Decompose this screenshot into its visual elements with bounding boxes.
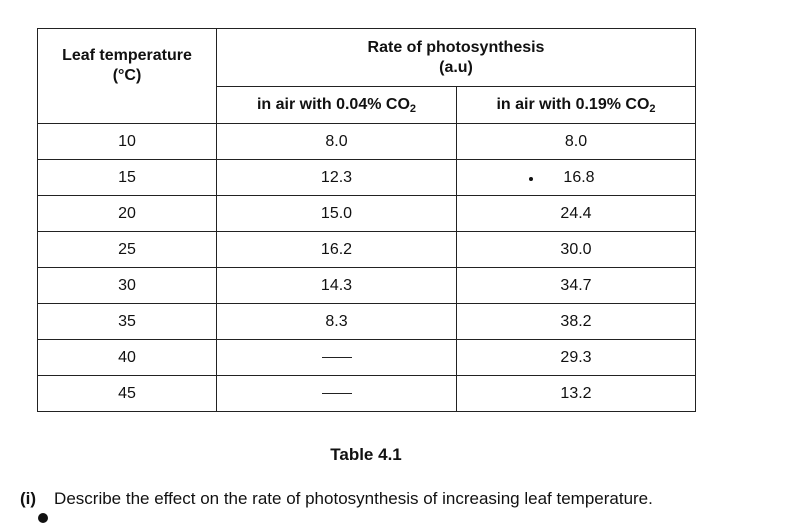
question-i: (i) Describe the effect on the rate of ph… [20,489,653,509]
temperature-cell: 25 [37,231,217,268]
temperature-cell: 15 [37,159,217,196]
question-number: (i) [20,489,37,508]
rate-high-co2-cell: 29.3 [456,339,696,376]
rate-header: Rate of photosynthesis (a.u) [216,28,696,87]
temperature-cell: 30 [37,267,217,304]
question-text: Describe the effect on the rate of photo… [54,489,653,508]
co2-low-header: in air with 0.04% CO2 [216,86,457,124]
leaf-temperature-unit: (°C) [112,67,142,84]
table-row: 20 15.0 24.4 [37,195,696,232]
table-row: 40 29.3 [37,339,696,376]
photosynthesis-table: Leaf temperature (°C) Rate of photosynth… [37,28,696,412]
rate-low-co2-cell [216,339,457,376]
cell-value: 16.8 [563,168,595,186]
stray-dot [529,177,534,182]
temperature-cell: 10 [37,123,217,160]
rate-high-co2-cell: 34.7 [456,267,696,304]
table-row: 15 12.3 16.8 [37,159,696,196]
ink-mark [38,513,48,523]
rate-high-co2-cell: 8.0 [456,123,696,160]
co2-high-label: in air with 0.19% CO [496,95,650,113]
leaf-temperature-header: Leaf temperature (°C) [37,28,217,124]
rate-low-co2-cell: 8.0 [216,123,457,160]
rate-low-co2-cell: 16.2 [216,231,457,268]
co2-low-subscript: 2 [409,102,417,115]
no-data-dash [321,392,352,394]
rate-low-co2-cell [216,375,457,412]
rate-high-co2-cell: 30.0 [456,231,696,268]
table-caption: Table 4.1 [330,445,402,464]
co2-low-label: in air with 0.04% CO [256,95,410,113]
rate-low-co2-cell: 8.3 [216,303,457,340]
rate-high-co2-cell: 24.4 [456,195,696,232]
rate-unit: (a.u) [439,58,473,76]
no-data-dash [321,356,352,358]
cell-value-wrap: 16.8 [529,168,595,186]
rate-high-co2-cell: 16.8 [456,159,696,196]
table-row: 25 16.2 30.0 [37,231,696,268]
leaf-temperature-label: Leaf temperature [62,47,192,64]
co2-high-subscript: 2 [649,102,656,115]
table-body: 10 8.0 8.0 15 12.3 16.8 20 15.0 24.4 25 16.2 30.0 30… [37,123,696,412]
temperature-cell: 45 [37,375,217,412]
table-row: 35 8.3 38.2 [37,303,696,340]
rate-high-co2-cell: 38.2 [456,303,696,340]
rate-label: Rate of photosynthesis [367,38,545,56]
table-row: 10 8.0 8.0 [37,123,696,160]
table-row: 30 14.3 34.7 [37,267,696,304]
table-row: 45 13.2 [37,375,696,412]
rate-low-co2-cell: 12.3 [216,159,457,196]
temperature-cell: 20 [37,195,217,232]
temperature-cell: 35 [37,303,217,340]
co2-high-header: in air with 0.19% CO2 [456,86,696,124]
rate-low-co2-cell: 15.0 [216,195,457,232]
temperature-cell: 40 [37,339,217,376]
rate-low-co2-cell: 14.3 [216,267,457,304]
rate-high-co2-cell: 13.2 [456,375,696,412]
